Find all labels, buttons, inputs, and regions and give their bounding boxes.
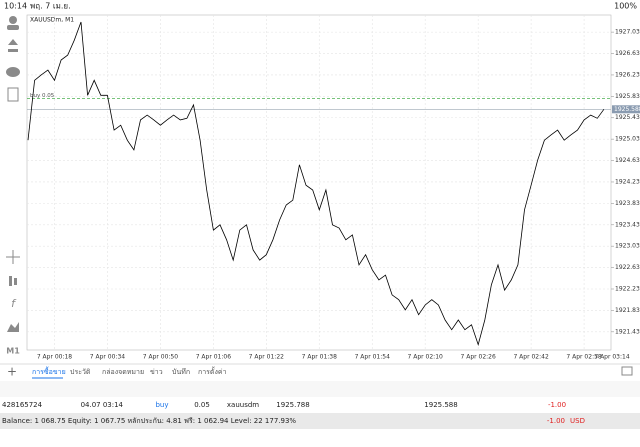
- tab[interactable]: ข่าว: [150, 368, 163, 376]
- x-tick-label: 7 Apr 00:18: [37, 354, 72, 361]
- cell-time: 04.07 03:14: [81, 401, 124, 409]
- add-button[interactable]: +: [7, 365, 17, 379]
- y-tick-label: 1921.430: [615, 328, 640, 335]
- x-tick-label: 7 Apr 02:10: [408, 354, 443, 361]
- x-tick-label: 7 Apr 02:26: [461, 354, 496, 361]
- cell-symbol: xauusdm: [227, 401, 259, 409]
- y-tick-label: 1925.430: [615, 114, 640, 121]
- price-line: [27, 21, 605, 346]
- tab[interactable]: การตั้งค่า: [198, 365, 227, 376]
- status-time: 10:14: [4, 2, 27, 11]
- x-tick-label: 7 Apr 01:54: [355, 354, 390, 361]
- y-tick-label: 1927.030: [615, 29, 640, 36]
- total-profit: -1.00: [547, 417, 565, 425]
- footer-bg: [0, 413, 640, 429]
- y-tick-label: 1924.230: [615, 178, 640, 185]
- tab[interactable]: การซื้อขาย: [32, 365, 66, 376]
- cell-price: 1925.788: [276, 401, 309, 409]
- trade-icon[interactable]: [8, 39, 18, 52]
- position-label: buy 0.05: [30, 93, 55, 99]
- tab[interactable]: บันทึก: [172, 367, 190, 376]
- y-tick-label: 1925.830: [615, 93, 640, 100]
- tab[interactable]: ประวัติ: [70, 368, 91, 376]
- y-tick-label: 1925.030: [615, 136, 640, 143]
- x-tick-label: 7 Apr 02:42: [513, 354, 548, 361]
- bid-box: [612, 105, 640, 114]
- y-tick-label: 1923.030: [615, 243, 640, 250]
- cell-order: 428165724: [2, 401, 43, 409]
- timeframe[interactable]: M1: [6, 347, 20, 356]
- layout-icon[interactable]: [621, 366, 633, 376]
- y-tick-label: 1926.230: [615, 71, 640, 78]
- y-tick-label: 1926.630: [615, 50, 640, 57]
- y-tick-label: 1922.630: [615, 264, 640, 271]
- x-tick-label: 7 Apr 01:22: [249, 354, 284, 361]
- bottom-panel: + Balance: 1 068.75 Equity: 1 067.75 หลั…: [0, 363, 640, 429]
- chat-icon[interactable]: [6, 67, 20, 77]
- candle-icon: [14, 278, 17, 285]
- cell-type: buy: [155, 401, 168, 409]
- crosshair-icon[interactable]: [6, 250, 20, 264]
- x-tick-label: 7 Apr 00:34: [90, 354, 125, 361]
- sidebar: f M1: [6, 16, 20, 356]
- objects-icon[interactable]: [7, 322, 19, 332]
- table-header-bg: [0, 381, 640, 397]
- x-tick-label: 7 Apr 01:06: [196, 354, 231, 361]
- account-summary: Balance: 1 068.75 Equity: 1 067.75 หลักป…: [2, 417, 296, 425]
- x-tick-label: 7 Apr 01:38: [302, 354, 337, 361]
- account-icon[interactable]: [9, 16, 17, 24]
- cell-volume: 0.05: [194, 401, 210, 409]
- tab[interactable]: กล่องจดหมาย: [102, 368, 144, 376]
- new-order-icon[interactable]: [7, 87, 19, 102]
- indicator-icon[interactable]: f: [11, 297, 17, 310]
- account-icon-body: [7, 25, 19, 30]
- y-tick-label: 1924.630: [615, 157, 640, 164]
- y-tick-label: 1923.430: [615, 221, 640, 228]
- x-tick-label: 7 Apr 02:58: [566, 354, 601, 361]
- status-battery: 100%: [614, 2, 637, 11]
- x-tick-label: 7 Apr 00:50: [143, 354, 178, 361]
- status-date: พฤ. 7 เม.ย.: [30, 2, 71, 11]
- candle-icon[interactable]: [9, 276, 12, 286]
- currency: USD: [570, 417, 585, 425]
- plot-area: [26, 14, 612, 351]
- x-tick-label: 7 Apr 03:14: [594, 354, 629, 361]
- cell-current-price: 1925.588: [424, 401, 457, 409]
- chart-title: XAUUSDm, M1: [30, 17, 74, 24]
- y-tick-label: 1923.830: [615, 200, 640, 207]
- y-tick-label: 1921.830: [615, 307, 640, 314]
- cell-profit: -1.00: [548, 401, 566, 409]
- y-tick-label: 1922.230: [615, 285, 640, 292]
- bid-label: 1925.588: [614, 106, 640, 113]
